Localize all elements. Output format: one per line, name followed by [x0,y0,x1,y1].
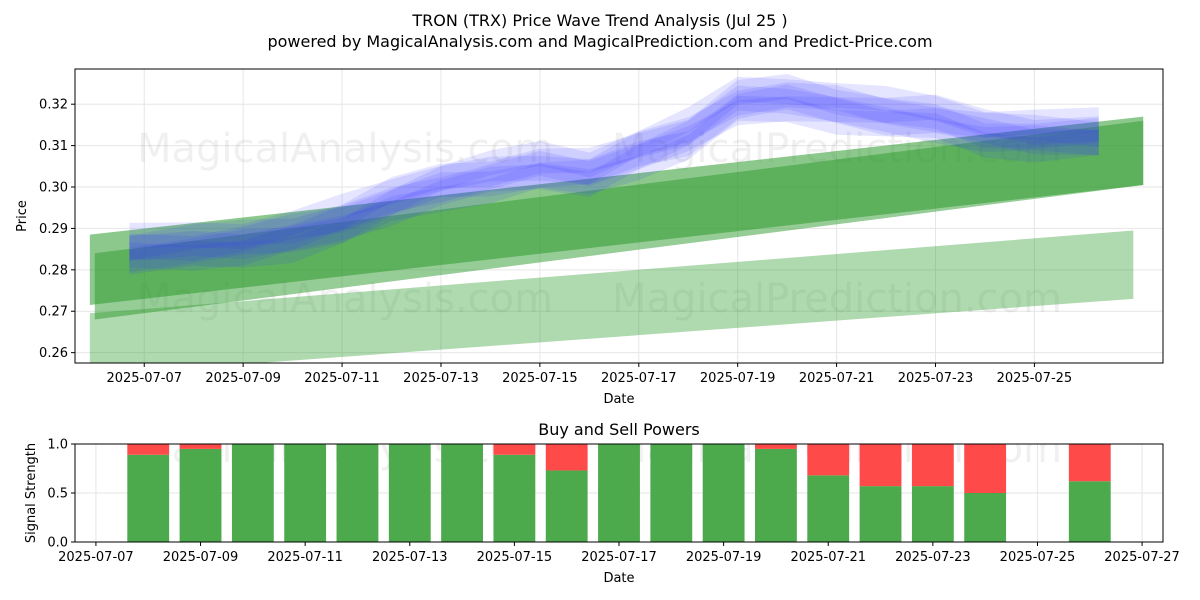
buy-bar [702,444,745,542]
watermark-analysis-upper: MagicalAnalysis.com [137,126,553,172]
price-y-tick-label: 0.26 [39,346,68,361]
price-y-axis-label: Price [15,200,30,232]
signal-x-tick-label: 2025-07-13 [372,550,448,565]
price-x-ticks: 2025-07-07 2025-07-09 2025-07-11 2025-07-13… [106,363,1072,386]
buy-bar [127,454,170,542]
price-wave-band [129,84,1099,273]
price-x-tick-label: 2025-07-23 [898,371,974,386]
buy-bar [441,444,483,542]
sell-bar [179,444,222,449]
price-y-tick-label: 0.28 [39,263,68,278]
buy-bar [179,448,222,542]
sell-bar [964,444,1007,493]
signal-x-axis-label: Date [603,571,634,586]
signal-x-tick-label: 2025-07-21 [790,550,866,565]
price-x-tick-label: 2025-07-15 [502,371,578,386]
price-waves [129,74,1099,275]
signal-y-tick-label: 0.5 [47,487,68,502]
buy-bar [859,486,902,542]
sell-bar [493,444,536,455]
buy-bar [388,444,431,542]
price-y-tick-label: 0.27 [39,305,68,320]
trend-band [94,120,1144,320]
buy-bar [493,454,536,542]
signal-x-ticks: 2025-07-07 2025-07-09 2025-07-11 2025-07-13… [58,542,1180,565]
price-x-tick-label: 2025-07-17 [601,371,677,386]
price-wave-band [129,96,1099,271]
price-x-tick-label: 2025-07-25 [997,371,1073,386]
price-x-tick-label: 2025-07-13 [403,371,479,386]
buy-bar [284,444,327,542]
sell-bar [859,444,902,487]
buy-bar [1068,481,1111,542]
signal-x-tick-label: 2025-07-09 [163,550,239,565]
buy-bar [755,448,797,542]
buy-bar [650,444,693,542]
price-x-tick-label: 2025-07-09 [205,371,281,386]
signal-x-tick-label: 2025-07-25 [1000,550,1076,565]
price-y-tick-label: 0.31 [39,139,68,154]
sell-bar [807,444,850,476]
signal-chart-title: Buy and Sell Powers [538,420,700,439]
signal-y-ticks: 0.0 0.5 1.0 [47,438,75,551]
trend-bands [89,116,1144,363]
chart-title-line1: TRON (TRX) Price Wave Trend Analysis (Ju… [411,11,787,30]
buy-bar [545,470,588,542]
sell-bar [1068,444,1111,482]
chart-title-line2: powered by MagicalAnalysis.com and Magic… [267,32,932,51]
price-x-tick-label: 2025-07-07 [106,371,182,386]
buy-bar [964,493,1007,542]
signal-x-tick-label: 2025-07-27 [1104,550,1180,565]
trend-band [89,230,1134,363]
sell-bar [127,444,170,455]
price-x-axis-label: Date [603,392,634,407]
price-wave-band [129,74,1099,261]
buy-bar [598,444,640,542]
price-chart: MagicalAnalysis.com MagicalPrediction.co… [15,68,1164,407]
buy-bar [911,486,954,542]
price-plot-frame [74,68,1164,364]
signal-y-tick-label: 1.0 [47,438,68,453]
price-y-tick-label: 0.29 [39,222,68,237]
signal-bars [127,444,1111,542]
signal-x-tick-label: 2025-07-17 [581,550,657,565]
signal-y-tick-label: 0.0 [47,536,68,551]
price-wave-band [129,82,1099,261]
price-y-ticks: 0.26 0.27 0.28 0.29 0.30 0.31 0.32 [39,98,75,361]
buy-bar [807,475,850,542]
price-x-tick-label: 2025-07-19 [700,371,776,386]
signal-x-tick-label: 2025-07-11 [267,550,343,565]
price-wave-band [129,95,1099,275]
signal-chart: Buy and Sell Powers MagicalAnalysis.com … [24,420,1180,586]
signal-x-tick-label: 2025-07-07 [58,550,134,565]
sell-bar [755,444,797,449]
price-y-tick-label: 0.30 [39,181,68,196]
sell-bar [911,444,954,487]
watermark-prediction-lower: MagicalPrediction.com [612,276,1062,322]
price-x-tick-label: 2025-07-21 [799,371,875,386]
buy-bar [231,444,274,542]
price-y-tick-label: 0.32 [39,98,68,113]
signal-x-tick-label: 2025-07-23 [895,550,971,565]
signal-y-axis-label: Signal Strength [24,443,39,543]
buy-bar [336,444,379,542]
signal-x-tick-label: 2025-07-15 [477,550,553,565]
price-x-tick-label: 2025-07-11 [304,371,380,386]
sell-bar [545,444,588,471]
price-wave-band [129,85,1099,261]
signal-x-tick-label: 2025-07-19 [686,550,762,565]
price-wave-band [129,76,1099,250]
